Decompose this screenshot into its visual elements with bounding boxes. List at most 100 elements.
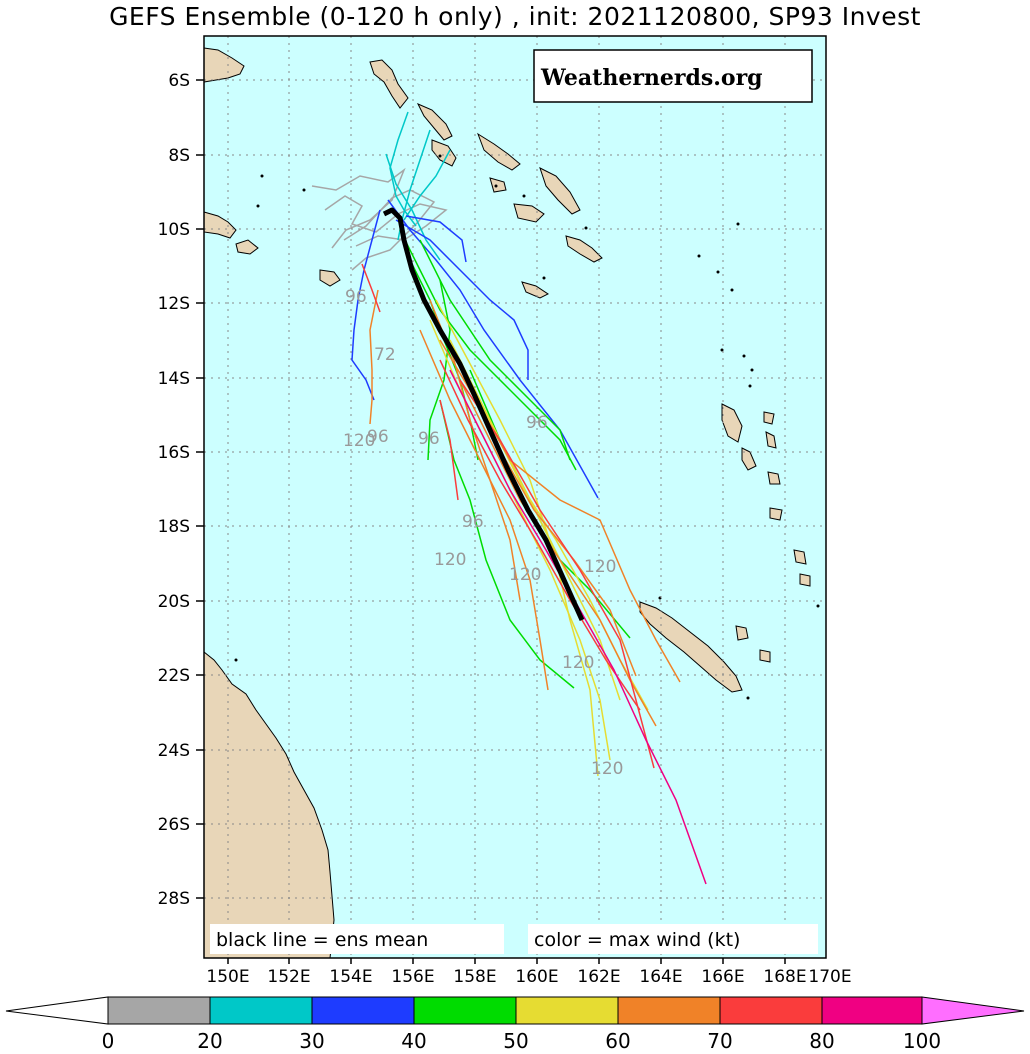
colorbar-swatch-3 <box>413 996 517 1025</box>
lat-axis: 6S 8S 10S 12S 14S 16S 18S 20S 22S 24S 26… <box>158 71 204 909</box>
hour-label: 96 <box>526 413 548 433</box>
lat-label: 18S <box>158 517 190 537</box>
colorbar-tick: 50 <box>503 1029 528 1053</box>
lon-label: 156E <box>391 967 434 987</box>
colorbar <box>5 996 1025 1025</box>
land-vanuatu-tanna <box>793 549 807 565</box>
lat-label: 28S <box>158 889 190 909</box>
lon-axis: 150E 152E 154E 156E 158E 160E 162E 164E … <box>206 958 852 987</box>
colorbar-tick: 60 <box>605 1029 630 1053</box>
track-blue-4 <box>405 215 467 263</box>
colorbar-tick: 30 <box>299 1029 324 1053</box>
lat-label: 24S <box>158 741 190 761</box>
legend-color-box <box>528 924 818 954</box>
land-new-ireland <box>416 103 453 141</box>
hour-label: 72 <box>374 345 396 365</box>
land-guadalcanal <box>513 203 545 223</box>
track-cyan-1 <box>389 111 417 227</box>
colorbar-ticks: 0 20 30 40 50 60 70 80 100 <box>102 1029 941 1053</box>
lon-label: 160E <box>515 967 558 987</box>
colorbar-tick: 0 <box>102 1029 115 1053</box>
track-blue-2 <box>395 219 529 380</box>
land-choiseul <box>477 132 521 171</box>
colorbar-tick: 70 <box>707 1029 732 1053</box>
lat-label: 6S <box>168 71 190 91</box>
land-vanuatu-ambae <box>763 411 775 425</box>
hour-label: 120 <box>562 653 594 673</box>
track-green-4 <box>427 279 451 461</box>
lat-label: 8S <box>168 146 190 166</box>
land-bougainville <box>431 139 457 167</box>
colorbar-swatch-6 <box>719 996 823 1025</box>
colorbar-swatch-5 <box>617 996 721 1025</box>
watermark-box <box>533 49 813 103</box>
land-australia <box>203 650 335 959</box>
lon-label: 158E <box>453 967 496 987</box>
lon-label: 168E <box>763 967 806 987</box>
track-green-3 <box>419 239 571 461</box>
chart-title: GEFS Ensemble (0-120 h only) , init: 202… <box>109 2 921 31</box>
lat-label: 12S <box>158 294 190 314</box>
lon-label: 154E <box>329 967 372 987</box>
track-cyan-3 <box>403 149 451 221</box>
land-vanuatu-erromango <box>769 507 783 521</box>
lat-label: 14S <box>158 369 190 389</box>
land-new-caledonia <box>639 601 743 693</box>
land-vanuatu-espiritu <box>721 403 743 443</box>
land-vanuatu-aneityum <box>799 573 811 587</box>
legend-mean-text: black line = ens mean <box>216 929 428 951</box>
colorbar-tick: 40 <box>401 1029 426 1053</box>
colorbar-high-arrow <box>921 996 1025 1025</box>
track-cyan-4 <box>385 153 441 261</box>
colorbar-tick: 80 <box>809 1029 834 1053</box>
track-orange-1 <box>369 289 379 425</box>
hour-label: 96 <box>345 287 367 307</box>
lon-label: 152E <box>267 967 310 987</box>
land-new-guinea <box>203 47 245 83</box>
track-green-6 <box>439 399 575 689</box>
hour-label: 96 <box>367 427 389 447</box>
lon-label: 162E <box>577 967 620 987</box>
lat-label: 16S <box>158 443 190 463</box>
small-islands <box>234 154 820 700</box>
colorbar-tick: 20 <box>197 1029 222 1053</box>
land-papua-islands <box>235 239 259 255</box>
land-vanuatu-pentecost <box>765 431 777 449</box>
track-red-2 <box>439 399 459 501</box>
land-new-britain <box>369 59 409 109</box>
lon-label: 150E <box>206 967 249 987</box>
hour-label: 120 <box>343 431 375 451</box>
track-grey-3 <box>311 167 406 249</box>
colorbar-swatch-0 <box>107 996 211 1025</box>
land-vanuatu-efate <box>767 471 781 485</box>
colorbar-swatch-2 <box>311 996 415 1025</box>
lat-label: 20S <box>158 592 190 612</box>
colorbar-swatch-7 <box>821 996 923 1025</box>
land-loyalty-2 <box>759 649 771 663</box>
track-orange-2 <box>419 329 549 691</box>
legend-color-text: color = max wind (kt) <box>534 929 740 951</box>
lat-label: 22S <box>158 666 190 686</box>
land-masses <box>203 47 811 959</box>
track-red-1 <box>439 359 641 711</box>
lat-label: 26S <box>158 815 190 835</box>
lat-label: 10S <box>158 220 190 240</box>
land-vanuatu-malekula <box>741 447 757 471</box>
colorbar-tick: 100 <box>903 1029 941 1053</box>
track-yellow-4 <box>435 299 599 777</box>
lon-label: 166E <box>701 967 744 987</box>
lon-label: 164E <box>639 967 682 987</box>
track-blue-1 <box>351 209 381 401</box>
land-san-cristobal <box>521 281 549 299</box>
hour-label: 120 <box>434 550 466 570</box>
land-new-georgia <box>489 177 507 193</box>
land-papua-tail <box>203 211 237 239</box>
land-malaita <box>565 235 603 263</box>
legend-mean-box <box>210 924 504 954</box>
track-red-3 <box>459 379 655 769</box>
map-frame <box>203 35 827 959</box>
land-rossel <box>319 269 341 287</box>
hour-label: 120 <box>591 759 623 779</box>
track-blue-3 <box>387 199 599 499</box>
